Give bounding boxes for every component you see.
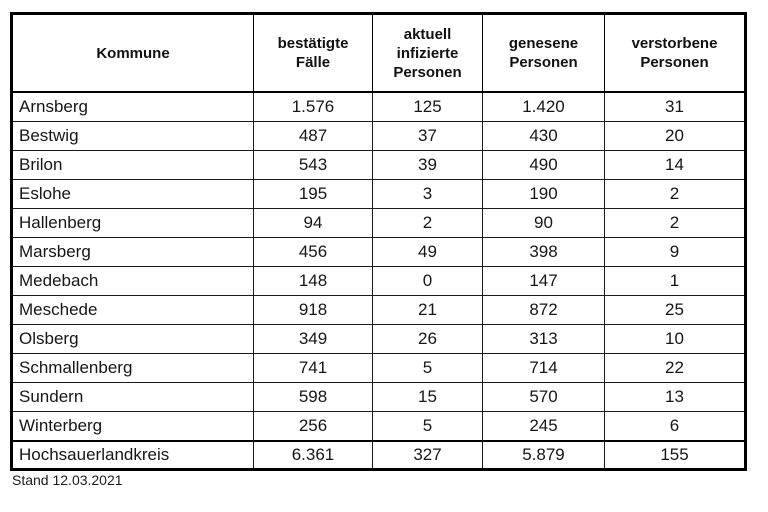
value-cell: 49 [372, 237, 483, 267]
value-cell: 1.576 [253, 91, 373, 122]
kommune-cell: Medebach [11, 266, 254, 296]
value-cell: 2 [604, 179, 746, 209]
value-cell: 714 [482, 353, 605, 383]
header-aktuell-infizierte: aktuell infizierte Personen [372, 13, 483, 93]
value-cell: 456 [253, 237, 373, 267]
value-cell: 13 [604, 382, 746, 412]
value-cell: 10 [604, 324, 746, 354]
value-cell: 570 [482, 382, 605, 412]
value-cell: 430 [482, 121, 605, 151]
table-row: Eslohe 195 3 190 2 [11, 179, 746, 209]
value-cell: 3 [372, 179, 483, 209]
kommune-cell: Arnsberg [11, 91, 254, 122]
value-cell: 94 [253, 208, 373, 238]
value-cell: 1.420 [482, 91, 605, 122]
value-cell: 125 [372, 91, 483, 122]
covid-statistics-table: Kommune bestätigte Fälle aktuell infizie… [10, 12, 747, 471]
value-cell: 22 [604, 353, 746, 383]
value-cell: 5 [372, 353, 483, 383]
kommune-cell: Meschede [11, 295, 254, 325]
kommune-cell: Olsberg [11, 324, 254, 354]
table-row: Winterberg 256 5 245 6 [11, 411, 746, 442]
kommune-cell: Winterberg [11, 411, 254, 442]
value-cell: 2 [604, 208, 746, 238]
value-cell: 26 [372, 324, 483, 354]
table-body: Arnsberg 1.576 125 1.420 31 Bestwig 487 37 430 20… [11, 91, 746, 442]
value-cell: 245 [482, 411, 605, 442]
table-row: Marsberg 456 49 398 9 [11, 237, 746, 267]
table-row: Olsberg 349 26 313 10 [11, 324, 746, 354]
value-cell: 90 [482, 208, 605, 238]
table-row: Hallenberg 94 2 90 2 [11, 208, 746, 238]
value-cell: 1 [604, 266, 746, 296]
value-cell: 598 [253, 382, 373, 412]
total-value-cell: 155 [604, 440, 746, 470]
header-verstorbene: verstorbene Personen [604, 13, 746, 93]
table-row: Sundern 598 15 570 13 [11, 382, 746, 412]
value-cell: 2 [372, 208, 483, 238]
total-kommune-cell: Hochsauerlandkreis [11, 440, 254, 470]
date-stamp: Stand 12.03.2021 [12, 472, 123, 488]
kommune-cell: Brilon [11, 150, 254, 180]
total-value-cell: 6.361 [253, 440, 373, 470]
table-row: Arnsberg 1.576 125 1.420 31 [11, 91, 746, 122]
value-cell: 490 [482, 150, 605, 180]
value-cell: 0 [372, 266, 483, 296]
value-cell: 195 [253, 179, 373, 209]
table-row: Meschede 918 21 872 25 [11, 295, 746, 325]
value-cell: 20 [604, 121, 746, 151]
value-cell: 31 [604, 91, 746, 122]
value-cell: 21 [372, 295, 483, 325]
value-cell: 918 [253, 295, 373, 325]
value-cell: 487 [253, 121, 373, 151]
value-cell: 148 [253, 266, 373, 296]
table-row: Schmallenberg 741 5 714 22 [11, 353, 746, 383]
covid-statistics-table-container: Kommune bestätigte Fälle aktuell infizie… [10, 12, 747, 471]
value-cell: 147 [482, 266, 605, 296]
kommune-cell: Sundern [11, 382, 254, 412]
table-row: Brilon 543 39 490 14 [11, 150, 746, 180]
header-kommune: Kommune [11, 13, 254, 93]
header-genesene: genesene Personen [482, 13, 605, 93]
total-row: Hochsauerlandkreis 6.361 327 5.879 155 [11, 440, 746, 470]
value-cell: 543 [253, 150, 373, 180]
value-cell: 14 [604, 150, 746, 180]
value-cell: 39 [372, 150, 483, 180]
total-value-cell: 327 [372, 440, 483, 470]
value-cell: 190 [482, 179, 605, 209]
total-value-cell: 5.879 [482, 440, 605, 470]
kommune-cell: Hallenberg [11, 208, 254, 238]
kommune-cell: Marsberg [11, 237, 254, 267]
value-cell: 5 [372, 411, 483, 442]
value-cell: 9 [604, 237, 746, 267]
value-cell: 6 [604, 411, 746, 442]
value-cell: 256 [253, 411, 373, 442]
kommune-cell: Eslohe [11, 179, 254, 209]
value-cell: 313 [482, 324, 605, 354]
table-row: Bestwig 487 37 430 20 [11, 121, 746, 151]
kommune-cell: Bestwig [11, 121, 254, 151]
value-cell: 15 [372, 382, 483, 412]
value-cell: 349 [253, 324, 373, 354]
header-bestaetigte-faelle: bestätigte Fälle [253, 13, 373, 93]
value-cell: 741 [253, 353, 373, 383]
value-cell: 398 [482, 237, 605, 267]
value-cell: 25 [604, 295, 746, 325]
value-cell: 37 [372, 121, 483, 151]
kommune-cell: Schmallenberg [11, 353, 254, 383]
table-row: Medebach 148 0 147 1 [11, 266, 746, 296]
value-cell: 872 [482, 295, 605, 325]
header-row: Kommune bestätigte Fälle aktuell infizie… [11, 13, 746, 93]
